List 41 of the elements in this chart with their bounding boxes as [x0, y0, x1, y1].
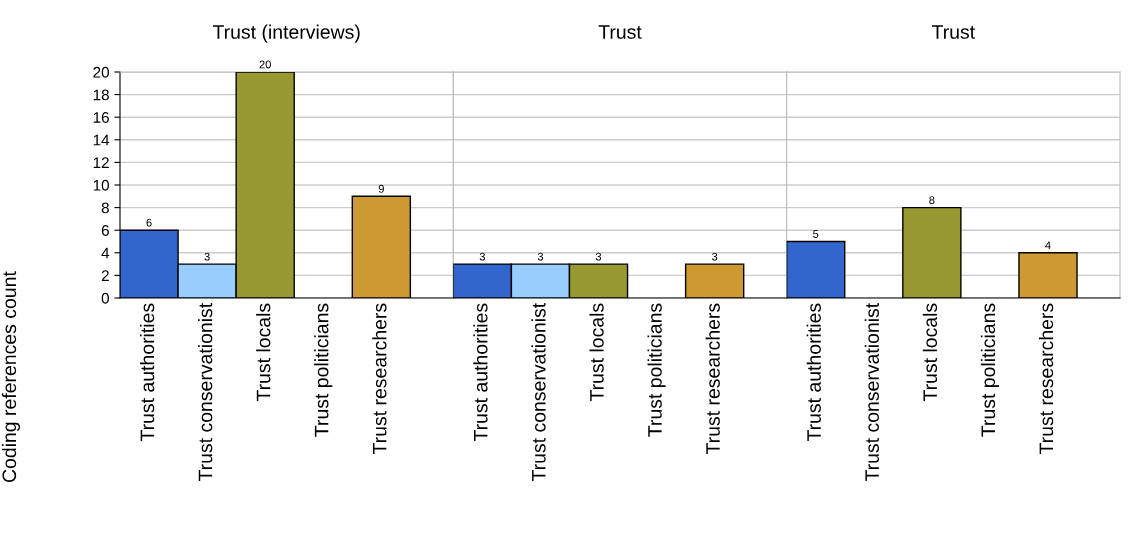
data-label: 3: [537, 252, 544, 261]
y-tick-label: 4: [101, 247, 110, 259]
x-tick-label: Trust researchers: [1038, 303, 1054, 455]
x-tick-label: Trust conservationist: [864, 302, 879, 482]
data-label: 6: [146, 218, 152, 227]
x-tick-label: Trust locals: [256, 303, 271, 402]
chart-title: Trust (interviews): [212, 24, 360, 43]
chart-title: Trust: [931, 25, 975, 39]
data-label: 8: [929, 196, 935, 205]
x-tick-label: Trust locals: [589, 303, 604, 402]
chart-title: Trust: [598, 25, 642, 39]
y-tick-label: 2: [101, 270, 109, 281]
data-label: 4: [1045, 241, 1051, 250]
y-tick-label: 10: [93, 179, 109, 191]
data-label: 3: [711, 252, 718, 261]
data-label: 3: [204, 252, 210, 261]
data-label: 20: [259, 60, 271, 69]
y-tick-label: 16: [93, 112, 109, 123]
x-tick-label: Trust politicians: [980, 303, 999, 437]
x-tick-label: Trust authorities: [806, 303, 821, 442]
x-tick-label: Trust researchers: [372, 303, 387, 455]
y-tick-label: 14: [93, 134, 110, 146]
x-tick-label: Trust locals: [922, 303, 938, 402]
y-axis-title: Coding references count: [1, 271, 20, 483]
x-tick-label: Trust conservationist: [198, 302, 213, 482]
x-tick-label: Trust politicians: [647, 303, 666, 437]
y-tick-label: 20: [93, 66, 109, 78]
data-label: 3: [479, 252, 485, 261]
x-tick-label: Trust researchers: [705, 303, 720, 455]
y-tick-label: 12: [93, 157, 109, 168]
y-tick-label: 0: [101, 292, 109, 304]
x-tick-label: Trust authorities: [139, 303, 155, 442]
y-tick-label: 8: [101, 202, 109, 214]
x-tick-label: Trust conservationist: [531, 302, 546, 482]
data-label: 5: [813, 230, 819, 238]
y-tick-label: 18: [93, 89, 109, 101]
y-tick-label: 6: [101, 225, 109, 236]
data-label: 3: [595, 252, 602, 261]
x-tick-label: Trust authorities: [473, 303, 488, 442]
data-label: 9: [378, 184, 384, 193]
x-tick-label: Trust politicians: [314, 303, 333, 437]
